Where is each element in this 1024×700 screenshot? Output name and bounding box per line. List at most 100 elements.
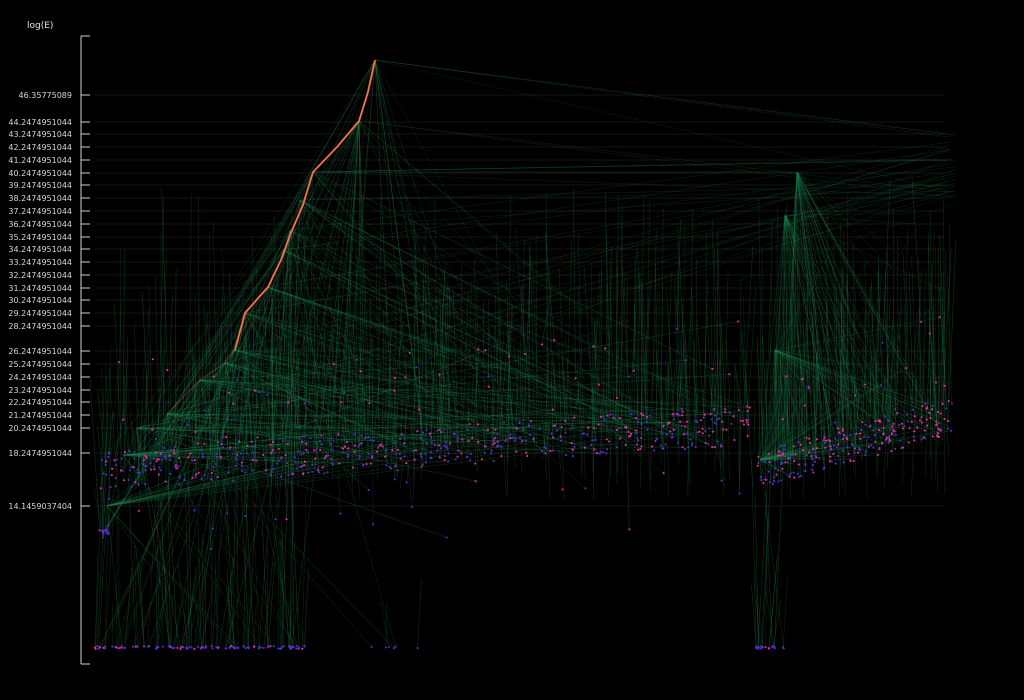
tree-edge bbox=[289, 229, 715, 410]
leaf-point bbox=[551, 449, 555, 452]
leaf-point bbox=[738, 492, 741, 495]
tree-edge bbox=[312, 159, 956, 173]
leaf-point bbox=[440, 447, 443, 450]
tree-edge bbox=[626, 292, 630, 437]
tree-edge bbox=[308, 171, 314, 473]
leaf-point bbox=[214, 463, 218, 466]
leaf-point bbox=[113, 459, 116, 462]
tree-edge bbox=[224, 340, 229, 473]
tree-edge bbox=[721, 395, 724, 494]
tree-edge bbox=[192, 354, 196, 433]
tree-edge bbox=[247, 286, 269, 648]
tree-edge bbox=[242, 343, 248, 446]
leaf-point bbox=[870, 444, 873, 447]
tree-edge bbox=[226, 587, 236, 648]
tree-edge bbox=[100, 59, 376, 648]
tree-edge bbox=[779, 296, 782, 465]
tree-edge bbox=[633, 277, 638, 371]
tree-edge bbox=[845, 347, 848, 448]
tree-edge bbox=[935, 407, 940, 448]
leaf-point bbox=[154, 451, 157, 454]
leaf-point bbox=[733, 438, 736, 442]
tree-edge bbox=[578, 286, 583, 466]
tree-edge bbox=[230, 374, 234, 448]
tree-edge bbox=[312, 158, 951, 173]
tree-edge bbox=[374, 59, 427, 463]
tree-edge bbox=[620, 217, 623, 441]
leaf-point bbox=[867, 445, 870, 448]
tree-edge bbox=[604, 307, 612, 421]
tree-edge bbox=[501, 402, 507, 495]
tree-edge bbox=[358, 120, 362, 436]
leaf-point bbox=[849, 433, 852, 436]
tree-edge bbox=[199, 379, 710, 429]
leaf-point bbox=[177, 465, 180, 468]
tree-edge bbox=[796, 171, 831, 441]
tree-edge bbox=[120, 427, 138, 471]
leaf-point bbox=[793, 476, 796, 479]
leaf-point bbox=[716, 418, 719, 421]
tree-edge bbox=[759, 439, 828, 461]
leaf-point bbox=[597, 423, 600, 426]
leaf-point bbox=[777, 480, 780, 483]
leaf-point bbox=[524, 439, 527, 442]
leaf-point bbox=[939, 429, 942, 432]
leaf-point bbox=[408, 351, 411, 354]
leaf-point bbox=[685, 420, 688, 423]
tree-edge bbox=[751, 459, 757, 647]
tree-edge bbox=[665, 364, 668, 445]
leaf-point bbox=[846, 446, 849, 449]
tree-edge bbox=[679, 257, 688, 422]
leaf-point bbox=[114, 477, 117, 480]
leaf-point bbox=[799, 443, 802, 446]
tree-edge bbox=[774, 349, 806, 420]
tree-edge bbox=[772, 171, 798, 485]
leaf-point bbox=[269, 443, 272, 446]
tree-edge bbox=[267, 286, 709, 445]
tree-edge bbox=[740, 331, 748, 437]
leaf-point bbox=[345, 441, 348, 444]
tree-edge bbox=[891, 401, 899, 452]
tree-edge bbox=[198, 290, 201, 473]
tree-edge bbox=[374, 59, 956, 193]
leaf-point bbox=[102, 533, 105, 536]
tree-edge bbox=[759, 440, 827, 461]
leaf-point bbox=[343, 445, 346, 448]
tree-edge bbox=[228, 273, 237, 460]
tree-edge bbox=[655, 263, 658, 439]
tree-edge bbox=[289, 229, 333, 450]
leaf-point bbox=[161, 458, 164, 461]
leaf-point bbox=[404, 376, 407, 379]
tree-edge bbox=[637, 271, 639, 439]
leaf-point bbox=[796, 472, 799, 475]
tree-edge bbox=[211, 538, 213, 647]
leaf-point bbox=[290, 472, 293, 475]
leaf-point bbox=[387, 645, 391, 648]
leaf-point bbox=[290, 645, 293, 648]
leaf-point bbox=[246, 444, 249, 447]
tree-edge bbox=[312, 171, 458, 457]
leaf-point bbox=[416, 430, 419, 433]
leaf-point bbox=[279, 647, 282, 650]
tree-edge bbox=[258, 229, 291, 649]
leaf-point bbox=[161, 645, 164, 648]
tree-edge bbox=[495, 331, 505, 438]
tree-edge bbox=[573, 353, 582, 450]
leaf-point bbox=[540, 449, 544, 452]
tree-edge bbox=[136, 427, 600, 454]
tree-edge bbox=[774, 349, 909, 443]
leaf-point bbox=[298, 646, 301, 649]
leaf-point bbox=[847, 452, 850, 456]
tree-edge bbox=[227, 572, 232, 647]
tree-edge bbox=[796, 171, 825, 437]
tree-edge bbox=[152, 395, 155, 470]
leaf-point bbox=[281, 440, 284, 443]
tree-edge bbox=[796, 171, 825, 468]
leaf-point bbox=[225, 436, 228, 439]
tree-edge bbox=[774, 321, 819, 351]
leaf-point bbox=[102, 536, 105, 539]
leaf-point bbox=[117, 360, 121, 364]
tree-edge bbox=[724, 274, 729, 410]
tree-edge bbox=[201, 286, 269, 648]
tree-edge bbox=[796, 171, 893, 435]
